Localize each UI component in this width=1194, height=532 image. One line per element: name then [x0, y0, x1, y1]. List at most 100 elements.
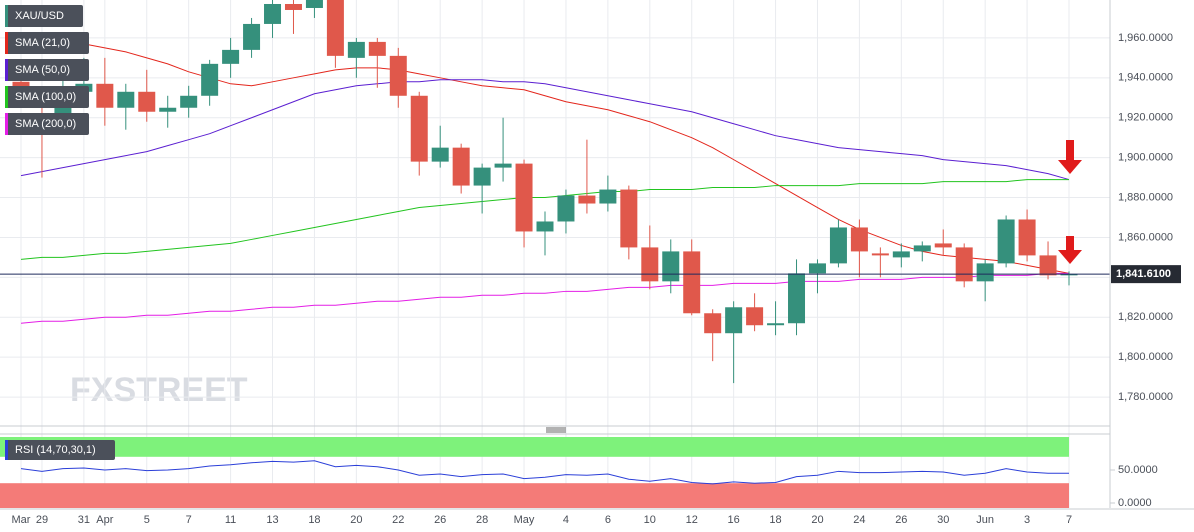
y-tick-label: 1,900.0000	[1118, 152, 1173, 164]
candle-body	[138, 91, 156, 112]
price-plot	[0, 0, 1110, 398]
y-tick-label: 1,860.0000	[1118, 231, 1173, 243]
legend: SMA (21,0) SMA (50,0) SMA (100,0) SMA (200,…	[5, 5, 115, 460]
overbought-band	[0, 437, 1069, 457]
rsi-plot	[0, 437, 1069, 508]
x-tick-label: 12	[686, 514, 698, 526]
candle-body	[997, 219, 1015, 264]
candle-body	[976, 263, 994, 282]
legend-swatch	[5, 32, 8, 54]
candle-body	[850, 227, 868, 252]
candle-body	[913, 245, 931, 252]
oversold-band	[0, 483, 1069, 508]
legend-label: SMA (100,0)	[15, 91, 76, 103]
candle-body	[410, 95, 428, 162]
sma-line	[20, 179, 1069, 260]
chart-title: XAU/USD	[15, 10, 64, 22]
y-tick-label: 1,780.0000	[1118, 391, 1173, 403]
candle-body	[264, 3, 282, 24]
candle-body	[1060, 274, 1078, 276]
sma-line	[20, 33, 1070, 274]
x-tick-label: 10	[644, 514, 656, 526]
sma-line	[20, 272, 1069, 324]
x-tick-label: 24	[853, 514, 865, 526]
candle-body	[473, 167, 491, 186]
candle-body	[536, 221, 554, 232]
y-tick-label: 1,880.0000	[1118, 191, 1173, 203]
legend-label: SMA (200,0)	[15, 118, 76, 130]
candle-body	[515, 163, 533, 232]
legend-swatch	[5, 59, 8, 81]
arrow	[1058, 140, 1082, 264]
candle-body	[788, 273, 806, 324]
candle-body	[243, 23, 261, 50]
x-tick-label: 26	[895, 514, 907, 526]
candle-body	[641, 247, 659, 282]
legend-box	[5, 86, 89, 108]
candle-body	[494, 163, 512, 168]
legend-swatch	[5, 86, 8, 108]
candle-body	[368, 41, 386, 56]
x-tick-label: 20	[811, 514, 823, 526]
candle-body	[12, 81, 30, 88]
watermark: FXSTREET	[70, 371, 248, 409]
y-tick-label: 1,960.0000	[1118, 32, 1173, 44]
x-tick-label: 22	[392, 514, 404, 526]
legend-box	[5, 59, 89, 81]
legend-box	[5, 5, 83, 27]
y-tick-label: 0.0000	[1118, 497, 1152, 509]
x-tick-label: 16	[728, 514, 740, 526]
y-tick-label: 1,920.0000	[1118, 112, 1173, 124]
candle-body	[662, 251, 680, 282]
candle-body	[452, 147, 470, 186]
candle-body	[620, 189, 638, 248]
candle-body	[305, 0, 323, 8]
candle-body	[1018, 219, 1036, 256]
candle-body	[599, 189, 617, 204]
x-tick-label: 28	[476, 514, 488, 526]
last-price-box	[1111, 265, 1181, 284]
y-tick-label: 1,820.0000	[1118, 311, 1173, 323]
candle-body	[934, 243, 952, 248]
candle-body	[871, 253, 889, 256]
candle-body	[222, 49, 240, 64]
candle-body	[746, 307, 764, 326]
candle-body	[180, 95, 198, 108]
x-tick-label: 26	[434, 514, 446, 526]
x-tick-label: May	[514, 514, 535, 526]
x-tick-label: 29	[36, 514, 48, 526]
x-tick-label: 20	[350, 514, 362, 526]
resize-handle[interactable]	[546, 427, 566, 433]
candle-body	[389, 55, 407, 96]
x-tick-label: 11	[225, 514, 236, 526]
candle-body	[201, 63, 219, 96]
x-tick-label: 6	[605, 514, 611, 526]
candle-body	[725, 307, 743, 334]
candle-body	[326, 0, 344, 56]
legend-swatch	[5, 113, 8, 135]
y-tick-label: 1,800.0000	[1118, 351, 1173, 363]
y-tick-label: 50.0000	[1118, 464, 1158, 476]
last-price-label: 1,841.6100	[1116, 268, 1171, 280]
x-tick-label: 18	[769, 514, 781, 526]
candle-body	[704, 313, 722, 334]
legend-box	[5, 440, 115, 460]
x-tick-label: Apr	[96, 514, 113, 526]
x-tick-label: 30	[937, 514, 949, 526]
legend-swatch	[5, 5, 8, 27]
rsi-line	[20, 460, 1069, 485]
legend-label: SMA (21,0)	[15, 37, 70, 49]
candle-body	[683, 251, 701, 314]
legend-label: SMA (50,0)	[15, 64, 70, 76]
legend-label: RSI (14,70,30,1)	[15, 444, 96, 456]
legend-swatch	[5, 440, 8, 460]
x-tick-label: Mar	[12, 514, 31, 526]
candle-body	[578, 195, 596, 204]
candle-body	[892, 251, 910, 258]
candle-body	[117, 91, 135, 108]
candle-body	[829, 227, 847, 264]
x-tick-label: 31	[78, 514, 90, 526]
sma-line	[20, 79, 1070, 181]
candle-body	[159, 107, 177, 112]
